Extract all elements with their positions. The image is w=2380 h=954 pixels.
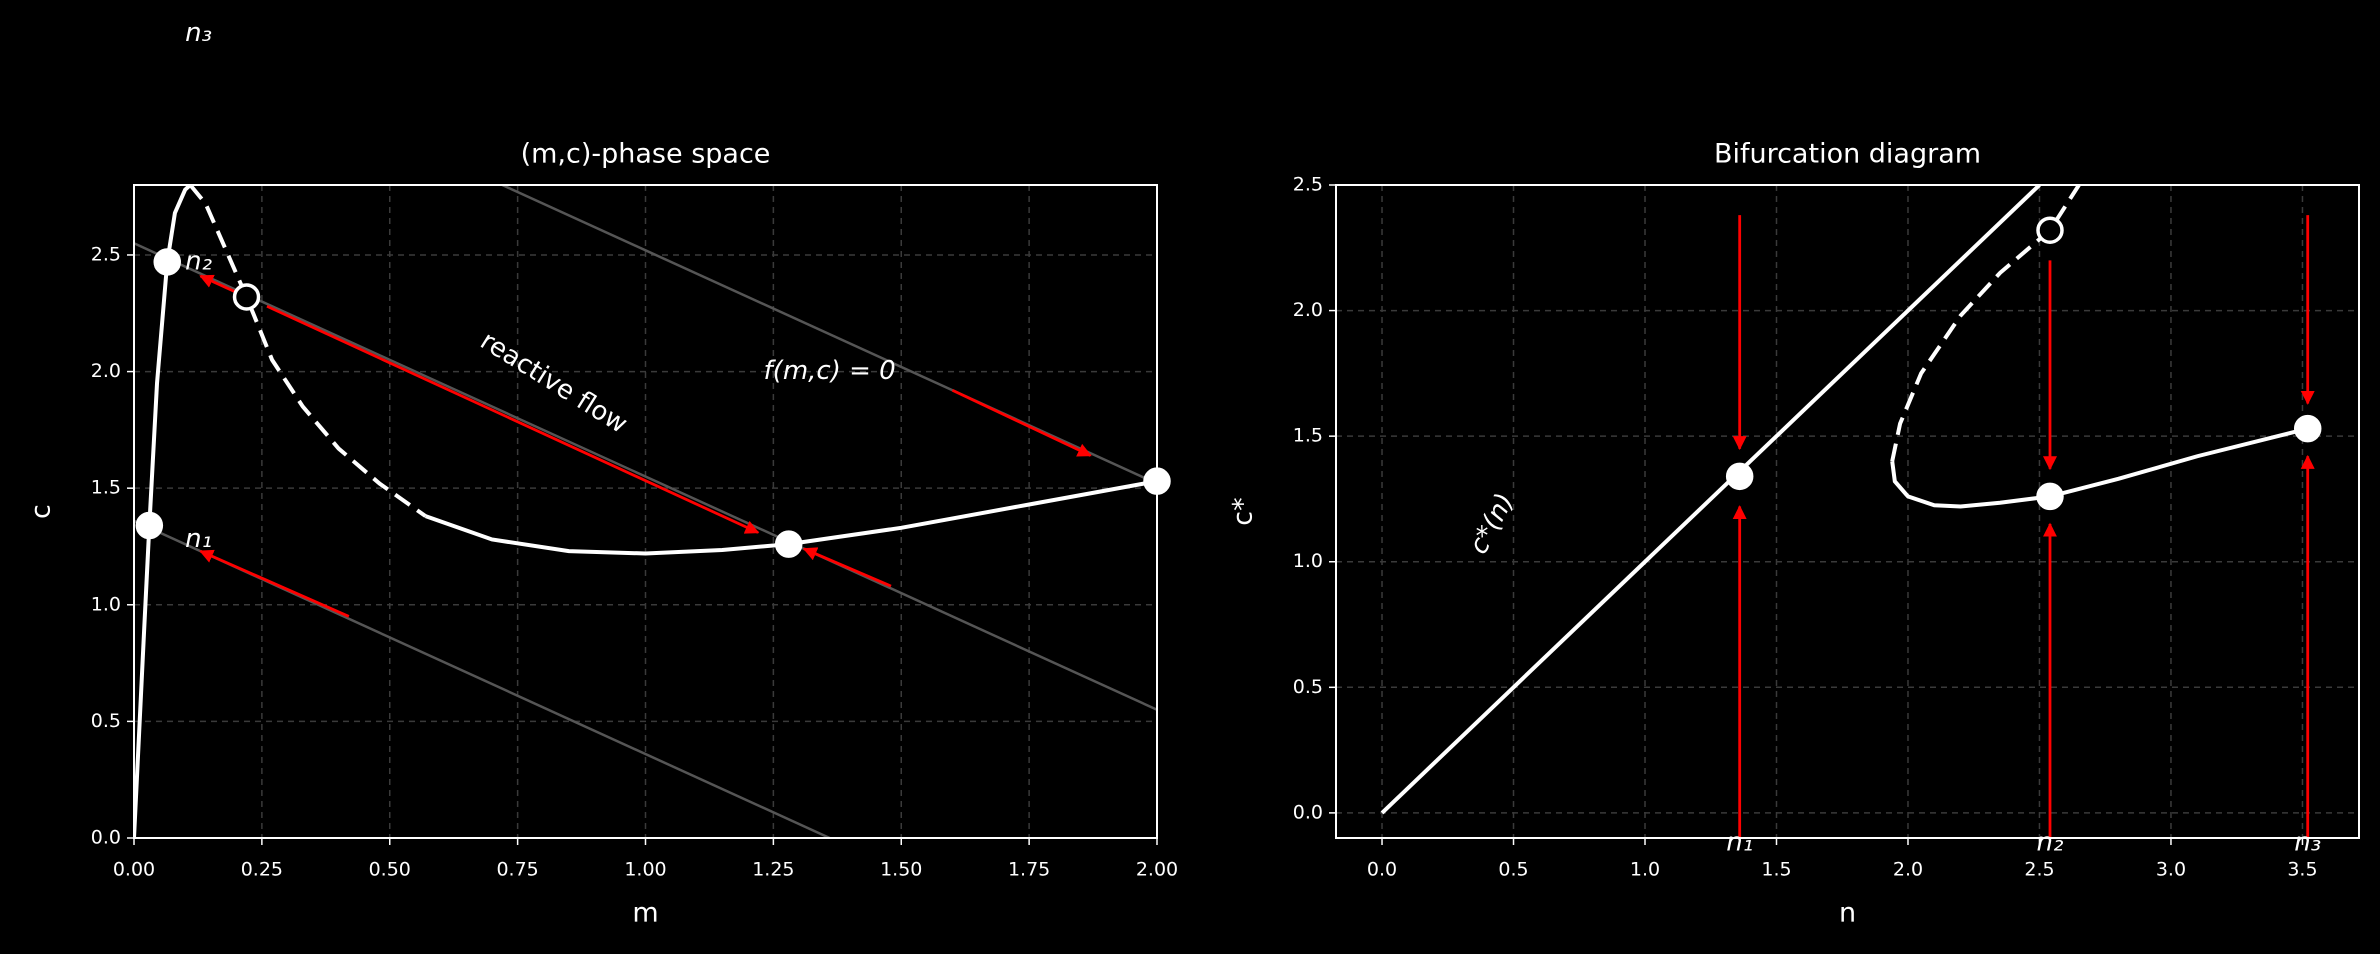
stable-point [135,511,164,540]
flow-arrow [266,304,760,534]
y-axis-label: c [26,504,57,519]
x-axis-label: n [1839,898,1856,929]
stable-point [153,248,181,276]
x-tick-label: 2.00 [1136,859,1178,881]
curve [134,185,192,838]
axes: 0.00 0.25 0.50 0.75 1.00 1.25 1.50 1.75 2.00 0.0 0… [91,185,1178,881]
flow-arrow [802,547,892,588]
stable-point [2293,414,2322,443]
flow-arrow [951,388,1092,457]
annotation: n₂ [185,246,212,276]
unstable-point [232,283,261,311]
axes-frame [1335,184,2360,839]
y-tick-label: 1.0 [1293,550,1323,572]
stable-point [2036,482,2064,511]
x-tick-label: 0.5 [1498,859,1528,881]
unstable-point [2036,216,2064,244]
axes-frame [133,184,1158,839]
y-tick-label: 2.0 [91,360,121,382]
x-tick-label: 0.75 [496,859,538,881]
flow-arrow [199,549,350,618]
y-tick-label: 1.0 [91,593,121,615]
x-tick-label: 0.25 [241,859,283,881]
x-tick-label: 2.0 [1893,859,1923,881]
y-tick-label: 0.5 [1293,676,1323,698]
annotation: n₃ [2294,828,2321,858]
y-tick-label: 2.5 [91,243,121,265]
x-tick-label: 3.0 [2156,859,2186,881]
x-tick-label: 1.25 [752,859,794,881]
curve [501,185,1157,485]
curve [424,479,1157,556]
x-tick-label: 2.5 [2024,859,2054,881]
x-tick-label: 0.50 [369,859,411,881]
stable-point [774,530,803,558]
x-tick-label: 1.50 [880,859,922,881]
annotation: n₃ [185,18,212,48]
curve [1890,426,2309,509]
x-tick-label: 1.75 [1008,859,1050,881]
y-tick-label: 0.0 [1293,801,1323,823]
chart-title: (m,c)-phase space [521,139,771,170]
annotation: f(m,c) = 0 [764,356,896,386]
annotation: n₁ [185,524,212,554]
y-axis-label: c* [1228,497,1259,525]
x-tick-label: 1.00 [624,859,666,881]
x-axis-label: m [632,898,658,929]
y-tick-label: 0.5 [91,710,121,732]
x-tick-label: 0.00 [113,859,155,881]
axes: 0.0 0.5 1.0 1.5 2.0 2.5 3.0 3.5 0.0 0.5 1.0 1.5 2.0 2… [1293,174,2359,881]
chart-title: Bifurcation diagram [1714,139,1981,170]
annotation: n₂ [2037,828,2064,858]
curve [1380,185,2041,815]
annotation: n₁ [1726,828,1753,858]
x-tick-label: 1.5 [1761,859,1791,881]
curve [188,185,427,518]
y-tick-label: 1.5 [91,477,121,499]
x-tick-label: 3.5 [2287,859,2317,881]
stable-point [1725,462,1754,491]
x-tick-label: 0.0 [1367,859,1397,881]
y-tick-label: 0.0 [91,827,121,849]
y-tick-label: 1.5 [1293,425,1323,447]
y-tick-label: 2.5 [1293,174,1323,196]
x-tick-label: 1.0 [1630,859,1660,881]
curve [134,242,1157,711]
y-tick-label: 2.0 [1293,299,1323,321]
